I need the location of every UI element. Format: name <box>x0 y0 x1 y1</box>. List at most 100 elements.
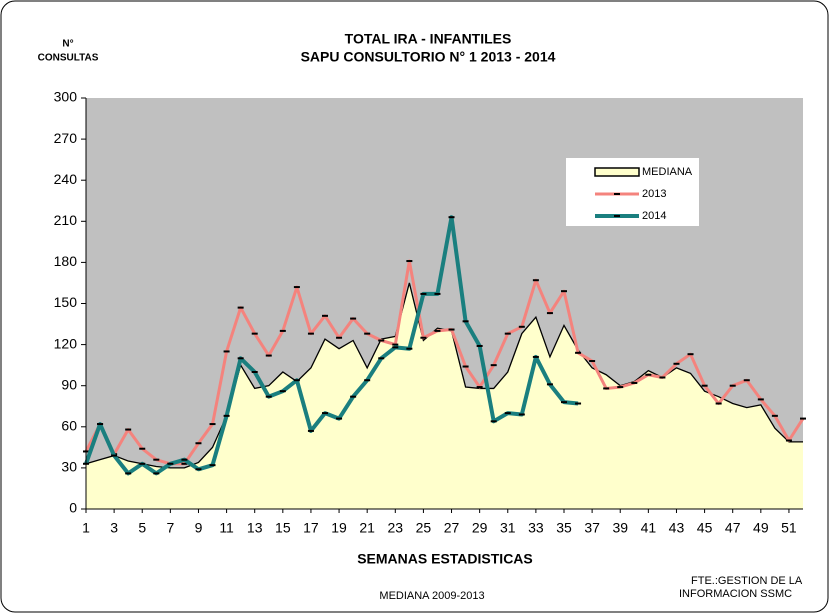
point-marker <box>378 339 385 342</box>
x-tick-label: 51 <box>781 520 797 536</box>
point-marker <box>645 373 652 376</box>
note: MEDIANA 2009-2013 <box>379 590 484 602</box>
point-marker <box>715 402 722 405</box>
legend-marker <box>614 193 620 195</box>
x-tick-label: 25 <box>416 520 432 536</box>
source: FTE.:GESTION DE LA <box>691 575 803 587</box>
point-marker <box>729 384 736 387</box>
point-marker <box>139 447 146 450</box>
y-tick-label: 210 <box>54 212 78 228</box>
point-marker <box>125 428 132 431</box>
point-marker <box>771 414 778 417</box>
point-marker <box>757 398 764 401</box>
y-tick-label: 90 <box>61 376 77 392</box>
point-marker <box>223 350 230 353</box>
x-tick-label: 7 <box>166 520 174 536</box>
point-marker <box>265 395 272 398</box>
x-tick-label: 11 <box>219 520 234 536</box>
x-tick-label: 1 <box>82 520 90 536</box>
x-tick-label: 5 <box>138 520 146 536</box>
y-tick-label: 300 <box>54 89 78 105</box>
y-tick-label: 30 <box>61 459 77 475</box>
point-marker <box>420 336 427 339</box>
point-marker <box>209 464 216 467</box>
point-marker <box>322 412 328 415</box>
x-tick-label: 13 <box>247 520 263 536</box>
point-marker <box>406 260 413 263</box>
point-marker <box>589 360 596 363</box>
point-marker <box>111 454 118 457</box>
y-tick-label: 240 <box>54 171 78 187</box>
point-marker <box>392 346 399 349</box>
point-marker <box>181 458 188 461</box>
point-marker <box>476 386 483 389</box>
point-marker <box>97 423 104 426</box>
point-marker <box>546 383 553 386</box>
point-marker <box>575 351 582 354</box>
point-marker <box>673 362 680 365</box>
point-marker <box>448 328 455 331</box>
point-marker <box>251 332 258 335</box>
point-marker <box>743 379 750 382</box>
point-marker <box>518 325 525 328</box>
point-marker <box>195 442 202 445</box>
point-marker <box>448 216 455 219</box>
point-marker <box>181 462 188 465</box>
point-marker <box>350 317 357 320</box>
x-tick-label: 49 <box>753 520 769 536</box>
x-tick-label: 47 <box>725 520 741 536</box>
point-marker <box>462 320 469 323</box>
y-tick-label: 60 <box>61 418 77 434</box>
area <box>86 282 803 509</box>
y-tick-label: 180 <box>54 253 78 269</box>
x-tick-label: 29 <box>472 520 488 536</box>
x-tick-label: 37 <box>584 520 600 536</box>
y-axis-label: CONSULTAS <box>38 53 99 64</box>
point-marker <box>603 387 610 390</box>
point-marker <box>490 420 497 423</box>
point-marker <box>364 332 371 335</box>
point-marker <box>420 292 427 295</box>
point-marker <box>307 429 314 432</box>
point-marker <box>223 414 230 417</box>
point-marker <box>322 314 328 317</box>
point-marker <box>251 371 258 373</box>
point-marker <box>476 344 483 347</box>
x-tick-label: 35 <box>556 520 572 536</box>
point-marker <box>518 413 525 416</box>
line <box>84 259 805 466</box>
chart-subtitle: SAPU CONSULTORIO N° 1 2013 - 2014 <box>301 49 556 65</box>
point-marker <box>378 357 385 360</box>
point-marker <box>237 306 244 309</box>
legend-swatch <box>594 167 640 177</box>
x-tick-label: 17 <box>303 520 319 536</box>
chart-title: TOTAL IRA - INFANTILES <box>345 31 512 47</box>
point-marker <box>434 292 441 295</box>
legend-label: 2013 <box>642 188 666 200</box>
point-marker <box>561 290 567 293</box>
x-tick-label: 23 <box>388 520 404 536</box>
legend-label: MEDIANA <box>642 166 693 178</box>
y-tick-label: 150 <box>54 294 78 310</box>
point-marker <box>237 357 244 360</box>
point-marker <box>561 401 567 404</box>
x-tick-label: 19 <box>331 520 347 536</box>
point-marker <box>490 364 497 367</box>
x-tick-label: 21 <box>359 520 375 536</box>
point-marker <box>153 458 160 461</box>
x-tick-label: 31 <box>500 520 516 536</box>
point-marker <box>504 412 511 415</box>
x-tick-label: 33 <box>528 520 544 536</box>
x-tick-label: 43 <box>669 520 685 536</box>
y-axis-label: N° <box>62 39 73 50</box>
point-marker <box>800 417 806 420</box>
point-marker <box>406 347 413 350</box>
point-marker <box>125 472 132 475</box>
point-marker <box>279 390 286 393</box>
point-marker <box>546 312 553 315</box>
point-marker <box>504 332 511 335</box>
x-axis-label: SEMANAS ESTADISTICAS <box>357 551 533 567</box>
x-tick-label: 15 <box>275 520 291 536</box>
x-tick-label: 27 <box>444 520 460 536</box>
